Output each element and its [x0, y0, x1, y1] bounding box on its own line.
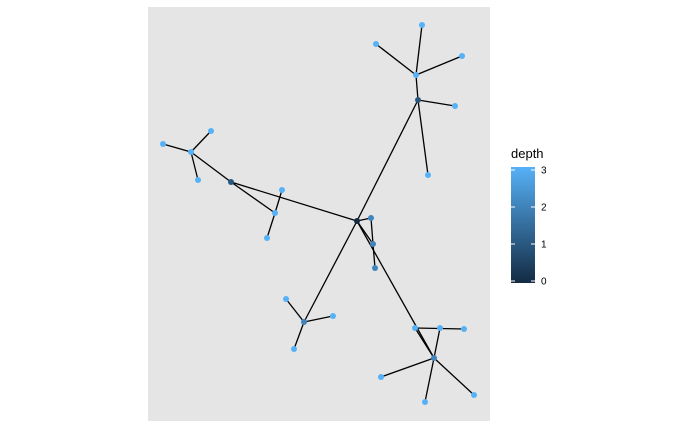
edge-n3-n21 [285, 298, 305, 323]
edge-n3-n22 [303, 315, 334, 323]
edge-n4-n29 [433, 357, 475, 396]
node-n18 [272, 210, 278, 216]
edge-root-n4 [356, 220, 435, 359]
node-n10 [373, 41, 379, 47]
legend-ticks: 0 1 2 3 [511, 166, 547, 288]
edge-n4-n28 [424, 357, 435, 403]
node-n8 [413, 72, 419, 78]
edge-n1-n8 [415, 74, 419, 101]
edge-n8-n10 [375, 43, 417, 76]
node-n23 [291, 346, 297, 352]
legend-title: depth [511, 146, 544, 161]
legend-tick-label-2: 2 [541, 203, 547, 214]
node-n14 [188, 149, 194, 155]
edge-n18-n19 [274, 189, 283, 214]
edge-n2-n18 [230, 181, 276, 214]
node-n3 [301, 319, 307, 325]
node-n28 [422, 399, 428, 405]
edge-root-n6 [356, 220, 374, 245]
node-n19 [279, 187, 285, 193]
node-n4 [431, 355, 437, 361]
node-n15 [160, 141, 166, 147]
node-n9 [419, 22, 425, 28]
edge-n4-n24 [414, 327, 435, 359]
node-n29 [471, 392, 477, 398]
node-n16 [208, 128, 214, 134]
node-n12 [452, 103, 458, 109]
edge-n14-n15 [162, 143, 192, 153]
edge-n4-n27 [380, 357, 435, 378]
node-n17 [195, 177, 201, 183]
edge-n3-n23 [293, 321, 305, 350]
legend-tick-label-3: 3 [541, 166, 547, 177]
node-n7 [372, 265, 378, 271]
legend: depth 0 1 2 3 [511, 146, 547, 288]
plot-panel [148, 7, 490, 421]
node-n2 [228, 179, 234, 185]
node-n1 [415, 97, 421, 103]
edge-n4-n25 [433, 327, 441, 359]
node-n20 [264, 235, 270, 241]
legend-colorbar [511, 167, 535, 283]
node-n22 [330, 313, 336, 319]
node-n6 [370, 241, 376, 247]
edge-n14-n17 [190, 151, 199, 181]
edge-n8-n11 [415, 55, 463, 76]
node-n13 [425, 172, 431, 178]
edge-n1-n13 [417, 99, 429, 176]
edge-n14-n16 [190, 130, 212, 153]
edge-n6-n7 [372, 243, 376, 269]
node-n25 [437, 325, 443, 331]
node-root [354, 218, 360, 224]
edge-n1-n12 [417, 99, 456, 107]
edge-root-n3 [303, 220, 358, 323]
node-layer [160, 22, 477, 405]
node-n21 [283, 296, 289, 302]
node-n5 [368, 215, 374, 221]
node-n27 [378, 374, 384, 380]
edge-n18-n20 [266, 212, 276, 239]
legend-tick-label-1: 1 [541, 240, 547, 251]
edge-root-n1 [356, 99, 419, 222]
legend-tick-label-0: 0 [541, 277, 547, 288]
edge-n8-n9 [415, 24, 423, 76]
node-n11 [459, 53, 465, 59]
edge-layer [162, 24, 475, 403]
node-n24 [412, 325, 418, 331]
edge-n5-n6 [370, 217, 374, 245]
edge-root-n2 [230, 181, 358, 222]
edge-n2-n14 [190, 151, 232, 183]
node-n26 [461, 326, 467, 332]
